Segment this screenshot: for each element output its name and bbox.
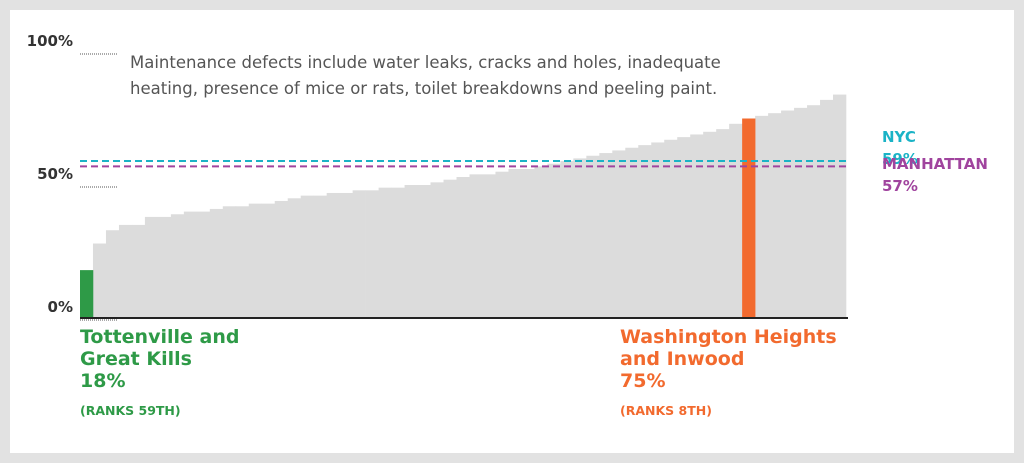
bar <box>248 203 263 318</box>
bar <box>508 169 522 318</box>
bar <box>612 150 626 318</box>
bar <box>794 107 808 318</box>
bar <box>157 216 172 318</box>
reference-name: MANHATTAN <box>882 155 988 174</box>
bar <box>534 166 548 318</box>
bar <box>352 190 366 318</box>
y-tick-label: 0% <box>48 298 73 316</box>
bar-label: Tottenville and Great Kills <box>80 326 240 370</box>
bar <box>209 208 224 318</box>
bar <box>404 185 418 318</box>
note: Maintenance defects include water leaks,… <box>130 53 721 98</box>
bar <box>391 187 405 318</box>
bar <box>703 131 717 318</box>
bar <box>365 190 379 318</box>
bar <box>547 163 561 318</box>
bar <box>300 195 314 318</box>
bar <box>443 179 457 318</box>
bar-label: Washington Heights and Inwood <box>620 326 837 370</box>
bar <box>456 177 470 318</box>
bar <box>729 123 743 318</box>
bar <box>430 182 444 318</box>
y-tick-label: 100% <box>27 32 73 50</box>
bar <box>170 214 185 318</box>
bar <box>742 118 756 318</box>
bar <box>625 147 639 318</box>
bar <box>183 211 198 318</box>
bar <box>131 224 146 318</box>
value-label: 18% <box>80 370 126 392</box>
bar <box>521 169 535 318</box>
reference-value: 57% <box>882 177 918 196</box>
bar <box>651 142 665 318</box>
bar <box>820 99 834 318</box>
bar <box>326 192 340 318</box>
bar <box>144 216 159 318</box>
bar <box>196 211 211 318</box>
reference-value: 59% <box>882 150 918 169</box>
bar <box>339 192 353 318</box>
bar <box>638 145 652 318</box>
bar <box>287 198 302 318</box>
bar <box>586 155 600 318</box>
bar <box>755 115 769 318</box>
bar <box>378 187 392 318</box>
bar <box>92 243 107 318</box>
bar <box>664 139 678 318</box>
bar <box>833 94 847 318</box>
bar <box>781 110 795 319</box>
bar <box>495 171 509 318</box>
bar <box>80 270 94 318</box>
reference-name: NYC <box>882 128 916 147</box>
bar <box>313 195 327 318</box>
bar <box>274 200 289 318</box>
bar <box>105 230 120 318</box>
bar <box>222 206 237 318</box>
bar <box>417 185 431 318</box>
bar <box>573 158 587 318</box>
bar <box>235 206 250 318</box>
bar <box>690 134 704 318</box>
bar <box>807 105 821 318</box>
value-label: 75% <box>620 370 666 392</box>
bar <box>482 174 496 318</box>
bar <box>677 137 691 318</box>
rank-label: (RANKS 59TH) <box>80 403 181 418</box>
bar <box>599 153 613 318</box>
rank-label: (RANKS 8TH) <box>620 403 712 418</box>
bar <box>118 224 133 318</box>
bar <box>469 174 483 318</box>
bar <box>261 203 276 318</box>
bar <box>768 113 782 319</box>
bar <box>560 161 574 318</box>
y-tick-label: 50% <box>37 165 73 183</box>
bar <box>716 129 730 318</box>
